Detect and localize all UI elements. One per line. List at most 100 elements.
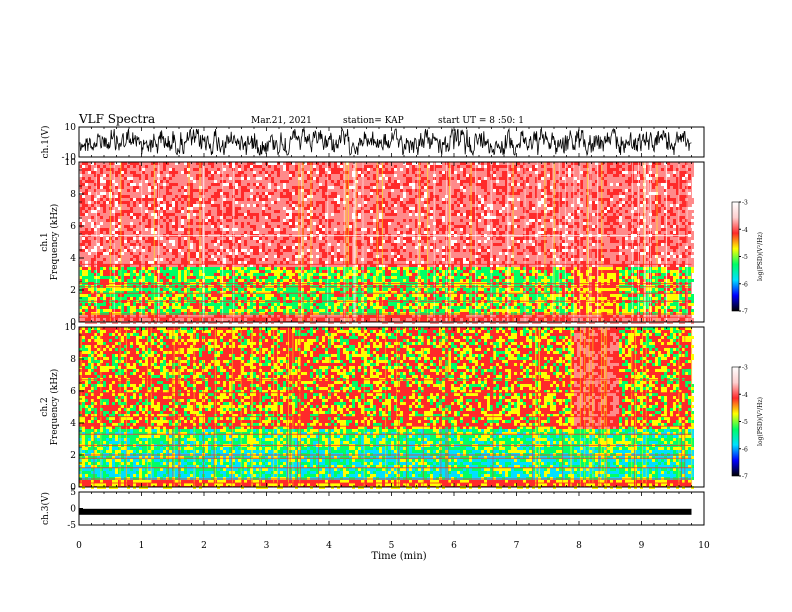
colorbar-gradient — [731, 201, 740, 312]
spectrogram-streak — [535, 327, 537, 487]
spectrogram-streak — [153, 162, 155, 322]
spectrogram-streak — [318, 327, 320, 487]
x-tick-label: 10 — [698, 541, 710, 551]
spectrogram-streak — [558, 162, 560, 322]
spectrogram-streak — [571, 327, 573, 487]
spectrogram-streak — [302, 162, 304, 322]
spectrogram-streak — [447, 327, 449, 487]
spectrogram-streak — [327, 162, 329, 322]
ch1-colorbar: -7 -6 -5 -4 -3 log(PSD)(V²/Hz) — [731, 200, 764, 316]
ch3-waveform-panel: 5 0 -5 ch.3(V) — [40, 488, 705, 531]
spectrogram-streak — [552, 162, 554, 322]
spectrogram-streak — [231, 327, 233, 487]
spectrogram-streak — [553, 162, 555, 322]
spectrogram-streak — [584, 327, 586, 487]
spectrogram-streak — [288, 327, 289, 487]
colorbar-tick-label: -5 — [742, 419, 748, 426]
spectrogram-streak — [173, 327, 175, 487]
spectrogram-streak — [427, 162, 429, 322]
spectrogram-streak — [273, 327, 275, 487]
spectrogram-streak — [222, 162, 224, 322]
spectrogram-streak — [642, 327, 643, 487]
spectrogram-streak — [79, 162, 81, 322]
spectrogram-streak — [536, 162, 538, 322]
spectrogram-streak — [691, 327, 693, 487]
y-tick-label: 0 — [70, 483, 76, 493]
spectrogram-streak — [199, 162, 201, 322]
spectrogram-streak — [508, 162, 510, 322]
spectrogram-streak — [202, 162, 204, 322]
spectrogram-streak — [297, 327, 298, 487]
colorbar-tick-label: -4 — [742, 392, 748, 399]
spectrogram-streak — [592, 327, 594, 487]
spectrogram-streak — [213, 327, 215, 487]
spectrogram-streak — [193, 327, 195, 487]
spectrogram-streak — [635, 327, 636, 487]
colorbar-tick-label: -3 — [742, 200, 748, 207]
time-axis: 0 1 2 3 4 5 6 7 8 9 10 — [76, 541, 710, 551]
spectrogram-streak — [385, 327, 387, 487]
spectrogram-streak — [492, 327, 494, 487]
spectrogram-streak — [446, 162, 448, 322]
y-axis-label: ch.1Frequency (kHz) — [40, 204, 60, 281]
spectrogram-streak — [601, 162, 603, 322]
spectrogram-streak — [417, 162, 419, 322]
colorbar-label: log(PSD)(V²/Hz) — [757, 397, 764, 446]
spectrogram-streak — [398, 327, 400, 487]
spectrogram-streak — [475, 162, 477, 322]
y-tick-label: 8 — [70, 355, 76, 365]
y-tick-label: 4 — [70, 254, 76, 264]
y-tick-label: 6 — [70, 387, 76, 397]
spectrogram-streak — [93, 327, 95, 487]
colorbar-label: log(PSD)(V²/Hz) — [757, 232, 764, 281]
spectrogram-streak — [665, 162, 667, 322]
x-tick-label: 2 — [201, 541, 207, 551]
panel-frame — [78, 491, 705, 526]
spectrogram-streak — [232, 327, 233, 487]
spectrogram-streak — [158, 162, 160, 322]
spectrogram-streak — [538, 327, 540, 487]
ch2-colorbar: -7 -6 -5 -4 -3 log(PSD)(V²/Hz) — [731, 365, 764, 481]
spectrogram-streak — [532, 327, 534, 487]
figure-title: VLF Spectra — [78, 112, 155, 126]
spectrogram-streak — [445, 327, 447, 487]
spectrogram-streak — [252, 327, 253, 487]
spectrogram-streak — [678, 162, 680, 322]
spectrogram-streak — [686, 162, 688, 322]
spectrogram-streak — [512, 162, 514, 322]
colorbar-tick-label: -6 — [742, 446, 748, 453]
spectrogram-streak — [573, 162, 575, 322]
spectrogram-streak — [396, 327, 398, 487]
spectrogram-streak — [310, 162, 312, 322]
spectrogram-streak — [647, 162, 649, 322]
x-tick-label: 8 — [576, 541, 582, 551]
spectrogram-streak — [100, 327, 102, 487]
spectrogram-streak — [405, 327, 407, 487]
spectrogram-streak — [656, 162, 658, 322]
y-tick-label: -5 — [67, 521, 76, 531]
y-tick-label: 8 — [70, 190, 76, 200]
spectrogram-streak — [251, 327, 253, 487]
spectrogram-streak — [631, 162, 633, 322]
spectrogram-streak — [240, 327, 242, 487]
colorbar-gradient — [731, 366, 740, 477]
spectrogram-streak — [579, 162, 581, 322]
spectrogram-streak — [172, 327, 174, 487]
spectrogram-streak — [419, 162, 421, 322]
x-axis-label: Time (min) — [371, 551, 426, 562]
colorbar-tick-label: -3 — [742, 365, 748, 372]
x-tick-label: 4 — [326, 541, 332, 551]
spectrogram-streak — [214, 327, 216, 487]
station-label: station= KAP — [343, 116, 404, 126]
spectrogram-streak — [292, 327, 294, 487]
spectrogram-streak — [277, 327, 278, 487]
spectrogram-streak — [141, 162, 143, 322]
y-tick-label: 6 — [70, 222, 76, 232]
spectrogram-streak — [345, 162, 347, 322]
spectrogram-streak — [587, 162, 589, 322]
spectrogram-streak — [150, 327, 152, 487]
colorbar-tick-label: -7 — [742, 474, 748, 481]
spectrogram-streak — [470, 162, 472, 322]
spectrogram-streak — [645, 162, 646, 322]
